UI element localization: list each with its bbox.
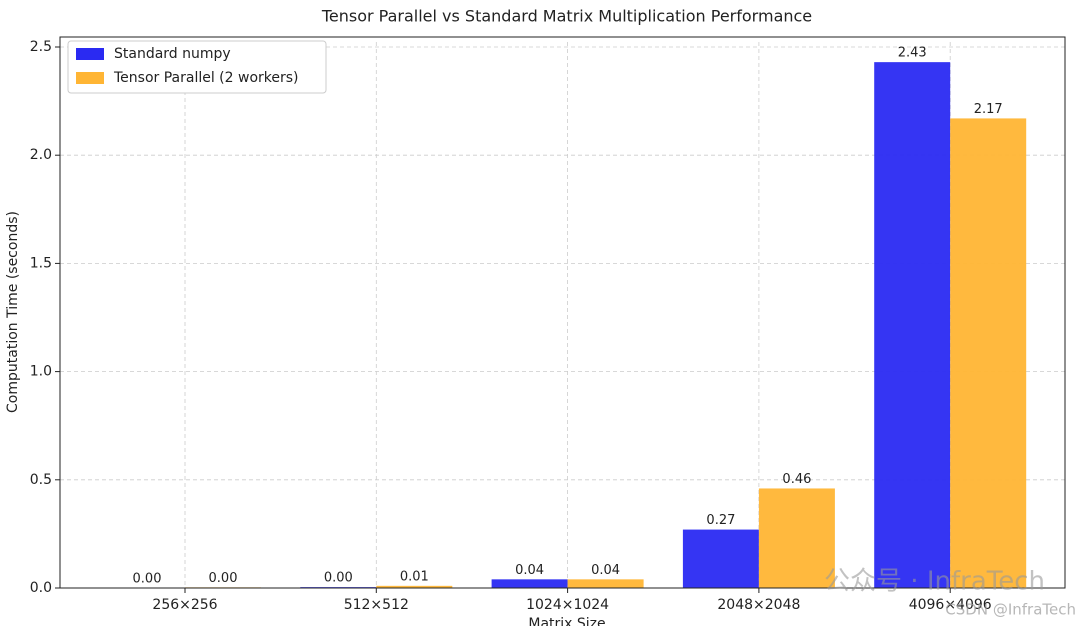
y-tick-label: 2.0 [30, 147, 52, 163]
bar [950, 118, 1027, 589]
data-label: 0.04 [591, 563, 620, 578]
x-tick-label: 512×512 [344, 597, 409, 613]
bar [874, 62, 951, 588]
chart-title: Tensor Parallel vs Standard Matrix Multi… [321, 7, 812, 26]
x-tick-label: 2048×2048 [717, 597, 800, 613]
y-tick-label: 1.0 [30, 364, 52, 380]
y-tick-label: 1.5 [30, 255, 52, 271]
legend-box [67, 40, 327, 94]
data-label: 0.01 [400, 569, 429, 584]
x-tick-label: 4096×4096 [909, 597, 992, 613]
plot-frame [59, 36, 1066, 589]
y-tick-label: 0.5 [30, 472, 52, 488]
data-label: 0.46 [782, 472, 811, 487]
data-label: 0.00 [133, 571, 162, 586]
bar [682, 529, 759, 588]
data-label: 2.17 [974, 102, 1003, 117]
data-label: 0.27 [706, 513, 735, 528]
bar [567, 579, 644, 588]
data-label: 0.00 [209, 571, 238, 586]
bar [491, 579, 568, 588]
watermark: CSDN @InfraTech [945, 601, 1076, 619]
data-label: 0.00 [324, 571, 353, 586]
legend-swatch [76, 72, 104, 84]
bar [758, 488, 835, 588]
bar [376, 585, 453, 588]
x-axis-label: Matrix Size [528, 616, 605, 626]
legend-swatch [76, 48, 104, 60]
watermark: 公众号 · InfraTech [824, 567, 1045, 597]
data-label: 0.04 [515, 563, 544, 578]
x-tick-label: 256×256 [152, 597, 217, 613]
data-label: 2.43 [898, 46, 927, 61]
y-tick-label: 2.5 [30, 39, 52, 55]
legend-label: Standard numpy [114, 46, 231, 62]
y-axis-label: Computation Time (seconds) [5, 211, 21, 413]
legend-label: Tensor Parallel (2 workers) [113, 70, 299, 86]
y-tick-label: 0.0 [30, 580, 52, 596]
x-tick-label: 1024×1024 [526, 597, 609, 613]
